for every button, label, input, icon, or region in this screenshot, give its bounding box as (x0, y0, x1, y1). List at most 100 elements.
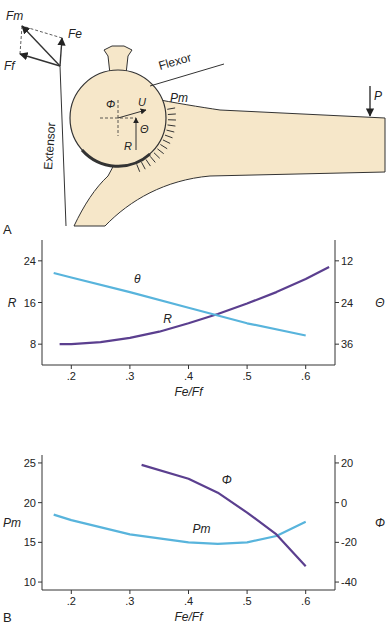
y2-tick-label: 24 (341, 297, 353, 309)
diagram-label: Fm (6, 9, 23, 23)
series-line (54, 273, 306, 336)
series-line (142, 465, 306, 566)
x-tick (188, 590, 189, 594)
u-arrow (118, 110, 146, 118)
y2-tick-label: -20 (341, 536, 357, 548)
x-tick (305, 590, 306, 594)
diagram-label: U (138, 96, 146, 108)
plot-area (54, 267, 329, 344)
y-tick (38, 582, 42, 583)
x-tick-label: .6 (301, 370, 310, 382)
y-tick-label: 8 (30, 338, 36, 350)
y-axis-title: R (8, 296, 17, 310)
meniscus-hatch (168, 125, 176, 126)
diagram-label: Fe (68, 27, 82, 41)
chart: .2.3.4.5.610152025-40-20020PmΦFe/FfPmΦ (3, 455, 385, 624)
y2-tick (335, 302, 339, 303)
x-tick-label: .6 (301, 595, 310, 607)
x-tick-label: .2 (67, 595, 76, 607)
meniscus-hatch (167, 108, 175, 109)
y-tick (38, 502, 42, 503)
parallelogram (22, 26, 62, 38)
x-tick (71, 365, 72, 369)
y-tick-label: 15 (24, 536, 36, 548)
series-label: θ (134, 272, 141, 286)
x-tick (129, 590, 130, 594)
x-tick-label: .4 (184, 370, 193, 382)
diagram-label: Ff (4, 59, 16, 73)
diagram-label: Θ (140, 123, 149, 135)
meniscus-hatch (150, 156, 155, 162)
y2-tick-label: 20 (341, 457, 353, 469)
y2-tick-label: 0 (341, 497, 347, 509)
y-tick (38, 344, 42, 345)
x-axis-title: Fe/Ff (174, 610, 204, 624)
y-tick-label: 24 (24, 255, 36, 267)
meniscus-hatch (157, 149, 163, 154)
y-axis (42, 455, 43, 590)
meniscus-hatch (167, 130, 175, 132)
series-label: R (163, 312, 172, 326)
diagram-label: Φ (106, 98, 115, 110)
y2-tick (335, 502, 339, 503)
x-tick (247, 365, 248, 369)
y-tick (38, 462, 42, 463)
meniscus-hatch (141, 162, 145, 169)
y-axis-title: Pm (3, 516, 21, 530)
diagram-label: Extensor (41, 122, 58, 170)
diagram: FmFeFfFlexorExtensorΦUΘRPmP (4, 9, 385, 226)
y-tick (38, 260, 42, 261)
meniscus-hatch (160, 144, 167, 148)
figure: FmFeFfFlexorExtensorΦUΘRPmPAB.2.3.4.5.68… (0, 0, 389, 627)
series-label: Pm (193, 522, 211, 536)
y2-axis-title: Θ (375, 296, 384, 310)
x-tick-label: .2 (67, 370, 76, 382)
x-tick-label: .5 (243, 595, 252, 607)
meniscus-hatch (163, 140, 170, 144)
y-tick (38, 302, 42, 303)
y2-axis (335, 455, 336, 590)
y-tick (38, 542, 42, 543)
y2-tick (335, 344, 339, 345)
panel-label: A (3, 222, 12, 237)
y2-tick (335, 582, 339, 583)
chart: .2.3.4.5.681624122436RΘFe/FfRθ (8, 240, 385, 399)
condyle-rim (82, 150, 150, 166)
condyle (70, 70, 166, 166)
x-tick-label: .3 (125, 595, 134, 607)
x-tick (71, 590, 72, 594)
diagram-label: P (374, 89, 382, 103)
diagram-label: Pm (170, 91, 188, 105)
panel-label: B (3, 610, 12, 625)
y2-tick-label: 12 (341, 255, 353, 267)
y2-tick-label: 36 (341, 338, 353, 350)
y-tick-label: 16 (24, 297, 36, 309)
parallelogram (20, 26, 22, 54)
x-tick-label: .3 (125, 370, 134, 382)
series-label: Φ (222, 473, 232, 487)
y-tick-label: 20 (24, 497, 36, 509)
meniscus-hatch (137, 164, 140, 171)
x-tick (188, 365, 189, 369)
fe-vector (60, 38, 62, 66)
y-tick-label: 10 (24, 576, 36, 588)
y2-axis-title: Φ (375, 516, 385, 530)
x-tick-label: .4 (184, 595, 193, 607)
meniscus-hatch (146, 159, 150, 166)
y2-tick (335, 260, 339, 261)
y2-tick-label: -40 (341, 576, 357, 588)
y2-tick (335, 542, 339, 543)
x-tick (305, 365, 306, 369)
plot-area (54, 465, 306, 566)
x-tick-label: .5 (243, 370, 252, 382)
y2-tick (335, 462, 339, 463)
y-tick-label: 25 (24, 457, 36, 469)
meniscus-hatch (154, 153, 160, 159)
x-tick (129, 365, 130, 369)
extensor-line (60, 66, 66, 226)
load-arrow (369, 86, 370, 116)
diagram-label: R (124, 140, 132, 152)
x-tick (247, 590, 248, 594)
meniscus-hatch (165, 135, 173, 138)
meniscus-hatch (168, 119, 176, 120)
